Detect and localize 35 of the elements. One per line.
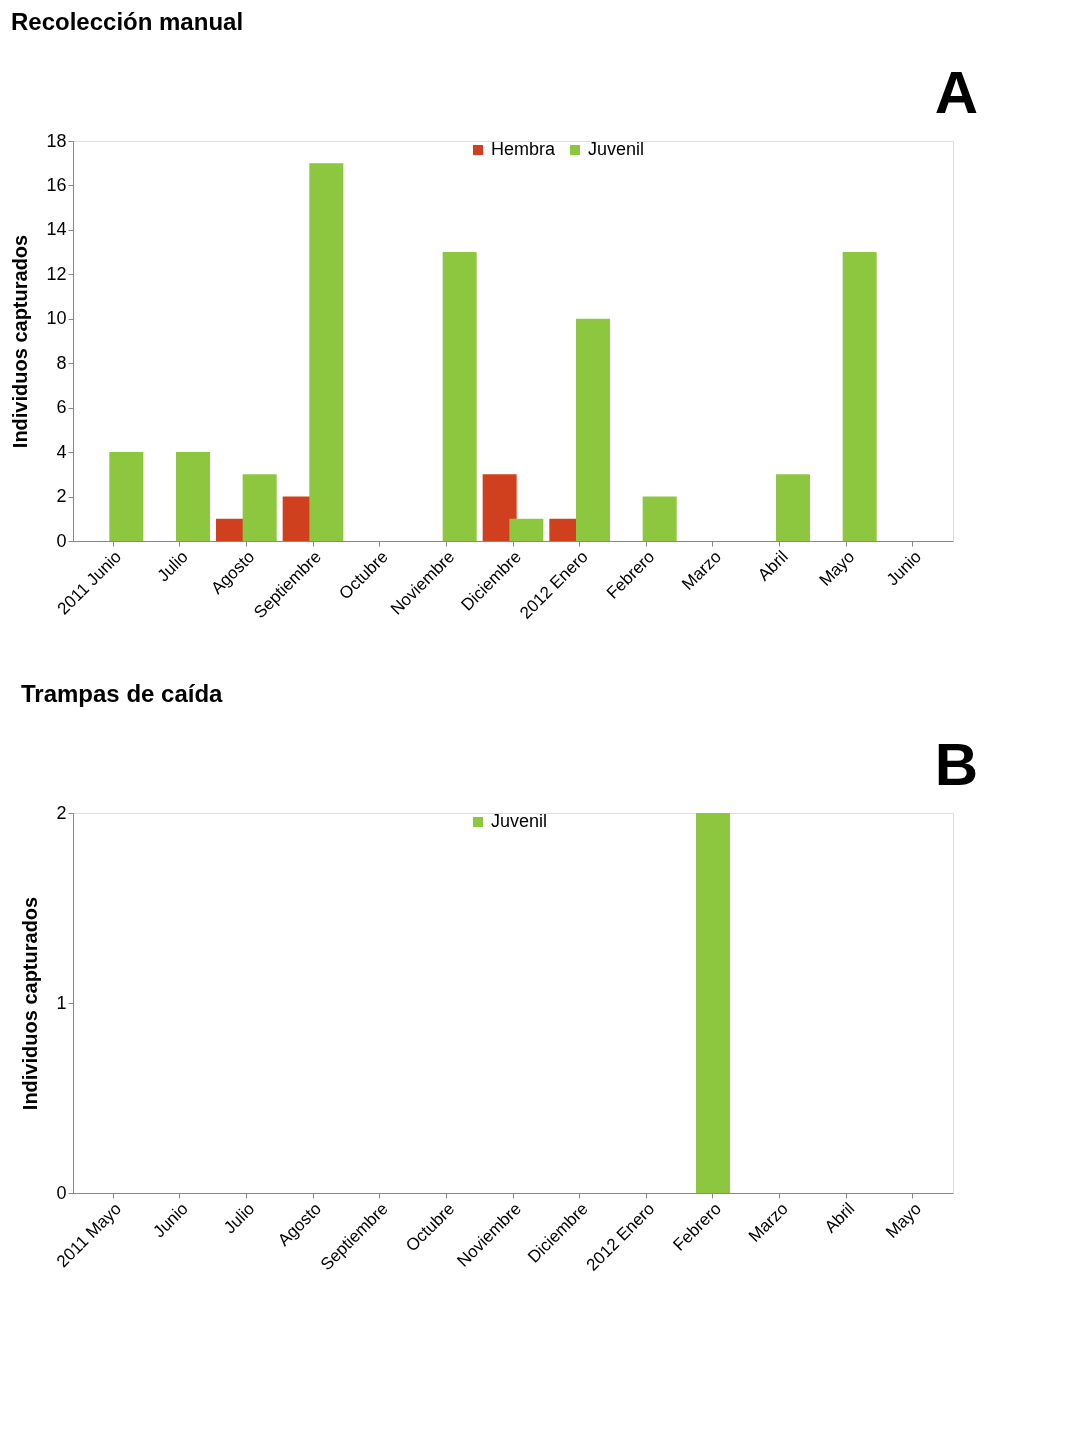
y-tick-label: 16 bbox=[46, 174, 67, 195]
bar bbox=[509, 518, 544, 541]
bar bbox=[109, 452, 144, 541]
bar bbox=[242, 474, 277, 541]
legend-label: Hembra bbox=[491, 139, 557, 159]
x-tick-label: Julio bbox=[220, 1199, 259, 1238]
bar bbox=[576, 318, 610, 541]
y-tick-label: 8 bbox=[56, 352, 67, 373]
y-tick-label: 1 bbox=[56, 992, 67, 1013]
bar bbox=[776, 474, 810, 541]
bar bbox=[442, 252, 477, 541]
bar bbox=[842, 252, 877, 541]
y-tick-label: 2 bbox=[56, 802, 67, 823]
chart-title: Trampas de caída bbox=[20, 680, 224, 707]
y-tick-label: 14 bbox=[46, 219, 67, 240]
bar bbox=[309, 163, 344, 541]
text: B bbox=[934, 731, 978, 798]
y-tick-label: 12 bbox=[46, 263, 67, 284]
y-axis-title: Individuos capturados bbox=[19, 896, 42, 1111]
y-axis-title: Individuos capturados bbox=[9, 234, 32, 449]
y-tick-label: 18 bbox=[46, 130, 67, 151]
y-tick-label: 10 bbox=[46, 308, 67, 329]
chart-title: Recolección manual bbox=[10, 8, 244, 35]
bar bbox=[482, 474, 517, 541]
text: A bbox=[934, 59, 978, 126]
y-tick-label: 0 bbox=[56, 1182, 67, 1203]
y-tick-label: 4 bbox=[56, 441, 67, 462]
x-tick-label: Julio bbox=[153, 547, 192, 586]
legend-label: Juvenil bbox=[491, 811, 548, 831]
y-tick-label: 0 bbox=[56, 530, 67, 551]
y-tick-label: 2 bbox=[56, 486, 67, 507]
legend-label: Juvenil bbox=[588, 139, 645, 159]
bar bbox=[642, 496, 677, 541]
y-tick-label: 6 bbox=[56, 397, 67, 418]
bar bbox=[176, 452, 210, 541]
